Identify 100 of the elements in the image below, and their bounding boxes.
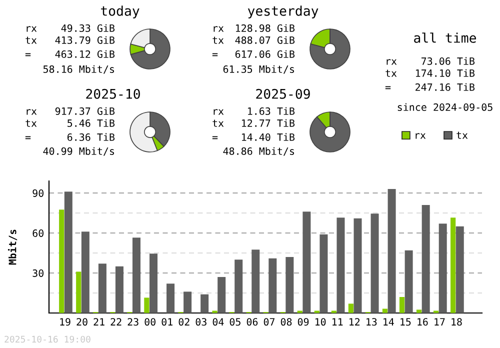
x-tick-label: 10 — [315, 318, 326, 326]
x-tick-label: 00 — [144, 318, 156, 326]
text: tx — [386, 70, 397, 77]
bar — [404, 250, 413, 313]
text: 413.79 GiB — [55, 36, 115, 44]
bar — [370, 214, 379, 313]
y-tick-label: 60 — [32, 229, 44, 237]
bar — [200, 294, 209, 313]
x-tick-label: 08 — [280, 318, 292, 326]
x-tick-label: 16 — [418, 318, 428, 326]
bar — [144, 298, 150, 313]
x-tick-label: 07 — [264, 318, 275, 326]
chart-title: 2025-10 — [86, 88, 140, 99]
text: 488.07 GiB — [235, 36, 295, 44]
bar — [59, 210, 64, 313]
text: since 2024-09-05 — [398, 103, 492, 111]
bar — [268, 258, 277, 313]
text: = — [212, 53, 218, 56]
chart-title: today — [100, 6, 140, 18]
bar — [302, 212, 311, 313]
x-tick-label: 06 — [246, 318, 258, 326]
x-tick-label: 21 — [94, 318, 104, 326]
bar — [450, 218, 456, 313]
y-axis-title: Mbit/s — [8, 230, 18, 265]
x-tick-label: 20 — [76, 318, 88, 326]
bar — [98, 264, 106, 313]
bar — [399, 297, 405, 313]
bar — [166, 284, 175, 313]
text: 48.86 Mbit/s — [223, 147, 294, 156]
text: tx — [212, 120, 224, 127]
text: tx — [26, 120, 37, 127]
donut-slice — [310, 28, 350, 70]
text: rx — [214, 26, 224, 32]
text: rx — [26, 109, 37, 115]
text: 247.16 TiB — [416, 83, 475, 91]
text: 617.06 GiB — [235, 50, 295, 58]
bar — [336, 218, 345, 313]
text: = — [385, 86, 391, 90]
x-tick-label: 04 — [212, 318, 224, 326]
chart-title: yesterday — [248, 6, 318, 18]
text: 174.10 TiB — [416, 69, 475, 77]
donut-slice — [310, 112, 350, 152]
text: all time — [414, 32, 476, 43]
text: 463.12 GiB — [55, 50, 115, 58]
text: 5.46 TiB — [68, 119, 115, 127]
bar — [422, 205, 430, 313]
bar — [252, 250, 260, 313]
y-tick-label: 30 — [32, 269, 44, 277]
x-tick-label: 19 — [60, 318, 70, 326]
x-tick-label: 13 — [366, 318, 377, 326]
text: tx — [26, 36, 37, 44]
bar — [416, 310, 422, 313]
bar — [150, 254, 158, 313]
bar — [115, 266, 124, 313]
text: tx — [212, 36, 224, 44]
text: 917.37 GiB — [55, 107, 115, 115]
bar — [438, 224, 447, 313]
chart-title: 2025-09 — [256, 88, 310, 99]
bar — [388, 189, 396, 313]
bar — [234, 260, 243, 313]
text: = — [25, 53, 31, 56]
x-tick-label: 22 — [110, 318, 122, 326]
text: rx — [386, 59, 397, 65]
text: 73.06 TiB — [421, 57, 475, 65]
text: 14.40 TiB — [242, 133, 295, 141]
bar — [348, 304, 354, 313]
x-tick-label: 02 — [178, 318, 190, 326]
x-tick-label: 11 — [332, 318, 343, 326]
text: rx — [214, 109, 224, 115]
text: = — [25, 136, 31, 140]
bar — [456, 226, 464, 313]
x-tick-label: 23 — [128, 318, 138, 326]
text: = — [212, 136, 218, 140]
x-tick-label: 18 — [452, 318, 462, 326]
text: 128.98 GiB — [236, 24, 295, 32]
x-tick-label: 09 — [298, 318, 309, 326]
bar — [382, 308, 388, 313]
x-tick-label: 17 — [434, 318, 445, 326]
x-tick-label: 05 — [230, 318, 240, 326]
bar — [354, 218, 362, 313]
text: 58.16 Mbit/s — [43, 65, 114, 74]
text: rx — [26, 26, 37, 32]
bar — [81, 232, 90, 313]
text: 1.63 TiB — [248, 107, 295, 115]
donut-slice — [130, 28, 170, 70]
text: 6.36 TiB — [67, 133, 115, 141]
x-tick-label: 15 — [400, 318, 411, 326]
bar — [64, 192, 72, 313]
y-tick-label: 90 — [32, 189, 44, 197]
bar — [286, 257, 294, 313]
bar — [320, 234, 328, 313]
text: 40.99 Mbit/s — [43, 147, 114, 156]
text: 61.35 Mbit/s — [223, 65, 294, 74]
x-tick-label: 12 — [350, 318, 360, 326]
bar — [76, 272, 82, 313]
x-tick-label: 14 — [384, 318, 394, 326]
x-tick-label: 01 — [162, 318, 172, 326]
bar — [184, 292, 192, 313]
bar — [132, 238, 140, 313]
text: 12.77 TiB — [242, 119, 295, 127]
